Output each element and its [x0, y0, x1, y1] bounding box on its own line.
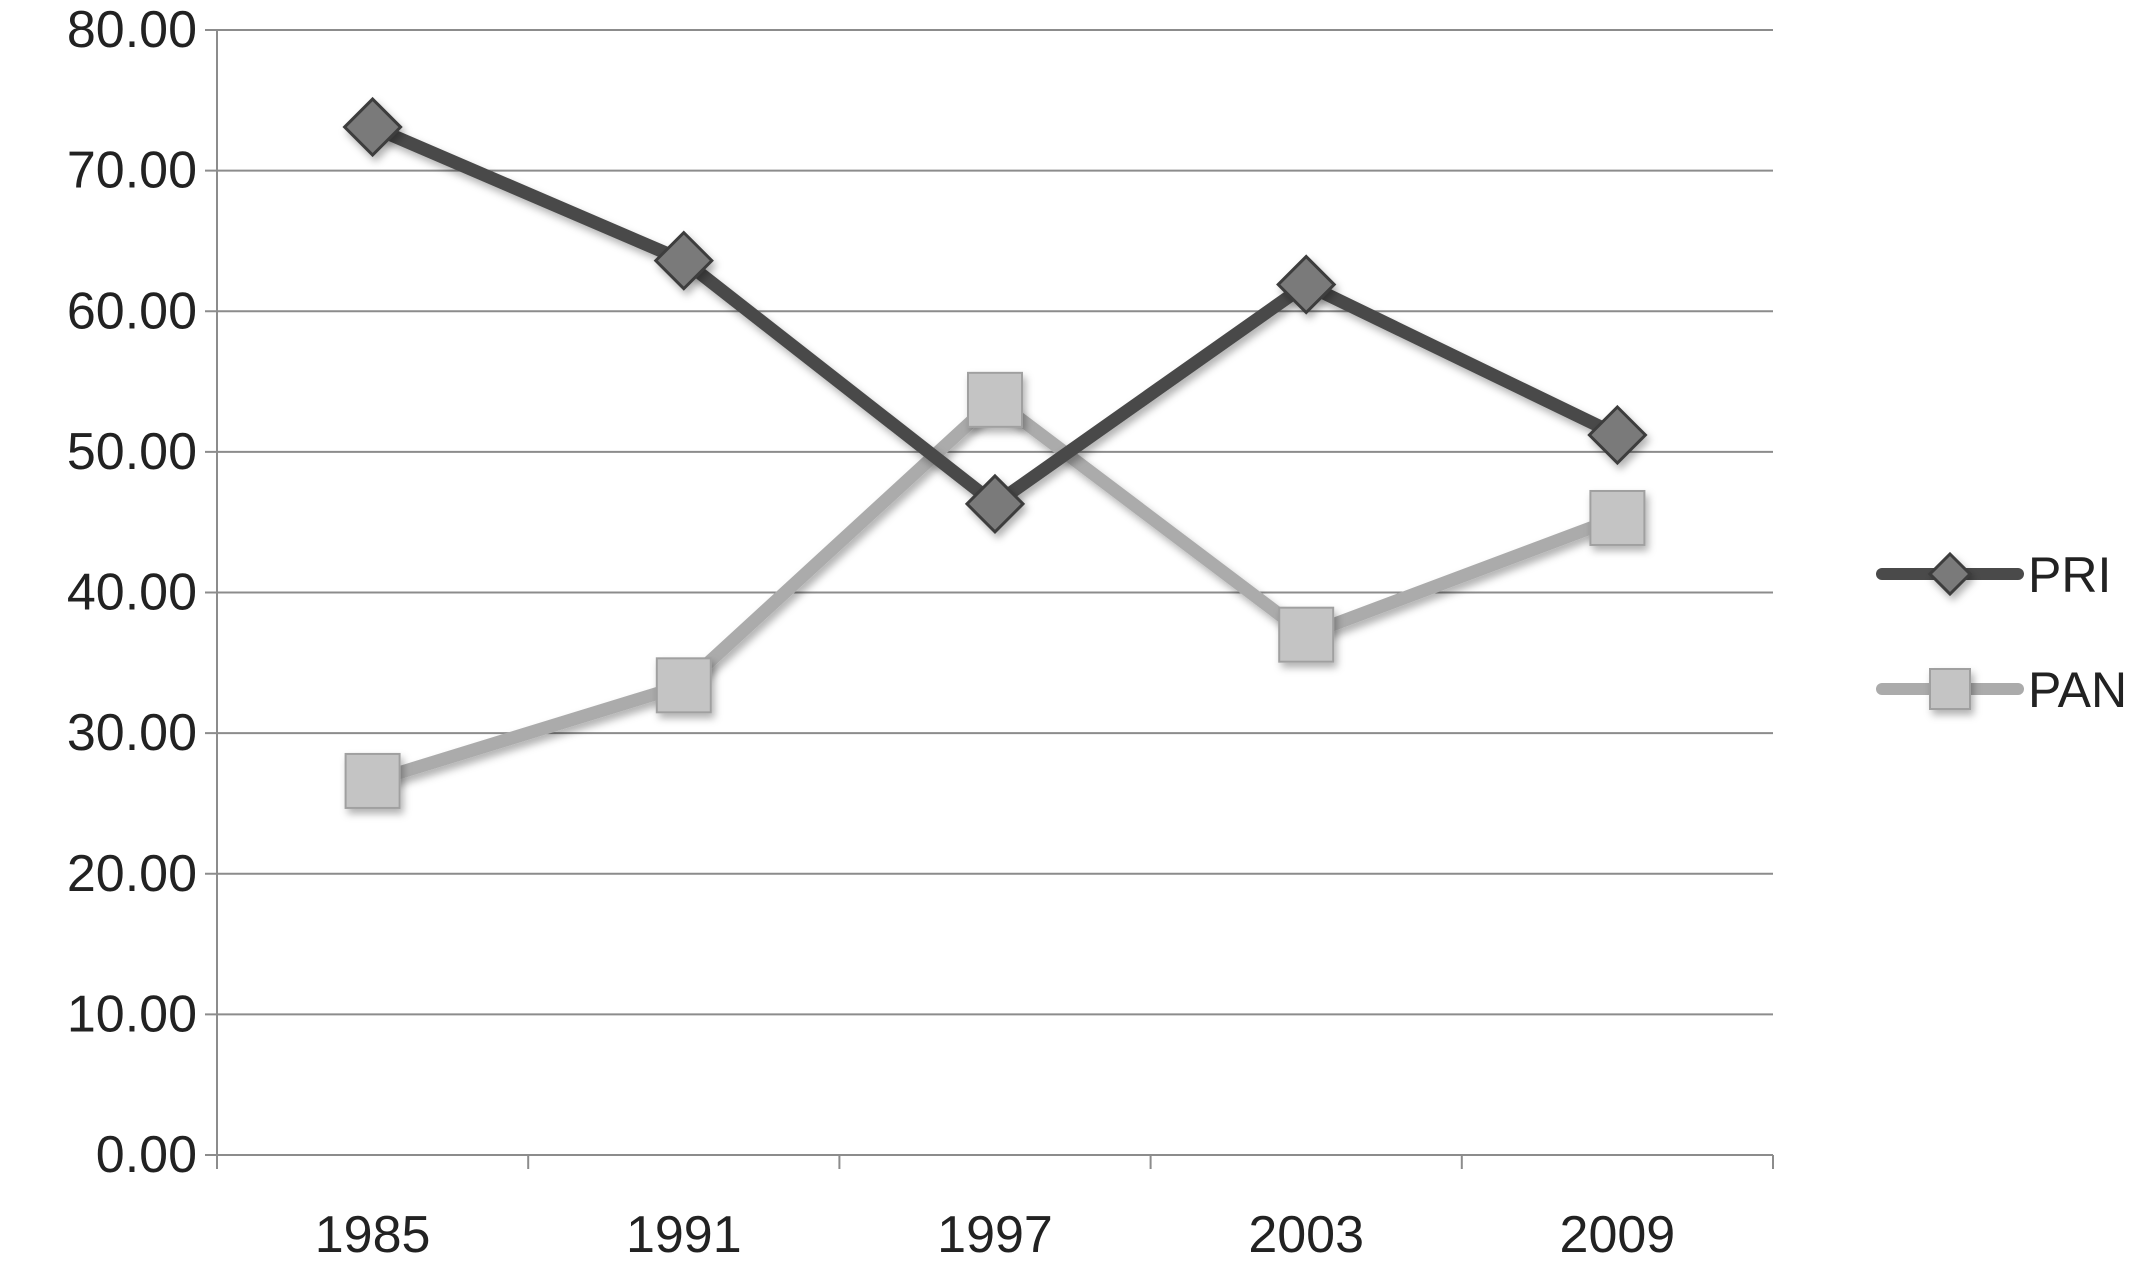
y-tick-label: 60.00: [67, 282, 197, 340]
y-tick-label: 0.00: [96, 1126, 197, 1184]
pan-marker: [1278, 606, 1335, 663]
pri-marker: [342, 96, 403, 158]
pan-marker: [1929, 668, 1971, 710]
y-tick-label: 80.00: [67, 1, 197, 59]
pri-marker: [653, 230, 714, 291]
y-tick-label: 70.00: [67, 142, 197, 200]
x-tick-label: 1991: [626, 1206, 742, 1264]
series-pri: [342, 96, 1648, 535]
pri-marker: [1927, 551, 1973, 597]
x-tick-label: 2003: [1248, 1206, 1364, 1264]
pan-marker: [344, 752, 401, 809]
x-tick-label: 1985: [315, 1206, 431, 1264]
legend-label-pri: PRI: [2028, 547, 2111, 603]
pri-marker: [1276, 254, 1337, 315]
y-tick-label: 20.00: [67, 845, 197, 903]
y-tick-label: 40.00: [67, 564, 197, 622]
legend-label-pan: PAN: [2028, 662, 2127, 718]
x-tick-label: 1997: [937, 1206, 1053, 1264]
series: [342, 96, 1648, 809]
pan-marker: [967, 371, 1023, 428]
x-tick-label: 2009: [1560, 1206, 1676, 1264]
series-line-pan: [366, 393, 1624, 788]
y-axis-ticks: 0.00 10.00 20.00 30.00 40.00 50.00 60.00 70.00 8…: [67, 1, 217, 1184]
legend-item-pri: PRI: [1876, 547, 2111, 603]
series-pan: [344, 371, 1646, 809]
legend-item-pan: PAN: [1876, 662, 2127, 718]
pri-marker: [964, 473, 1026, 535]
x-axis-ticks: 1985 1991 1997 2003 2009: [216, 1155, 1774, 1264]
y-tick-label: 10.00: [67, 985, 197, 1043]
pan-marker: [1589, 489, 1646, 546]
pan-marker: [655, 657, 712, 714]
legend: PRI PAN: [1876, 547, 2127, 718]
series-line-pri: [366, 120, 1624, 511]
y-tick-label: 30.00: [67, 704, 197, 762]
pri-marker: [1587, 404, 1648, 466]
y-tick-label: 50.00: [67, 423, 197, 481]
